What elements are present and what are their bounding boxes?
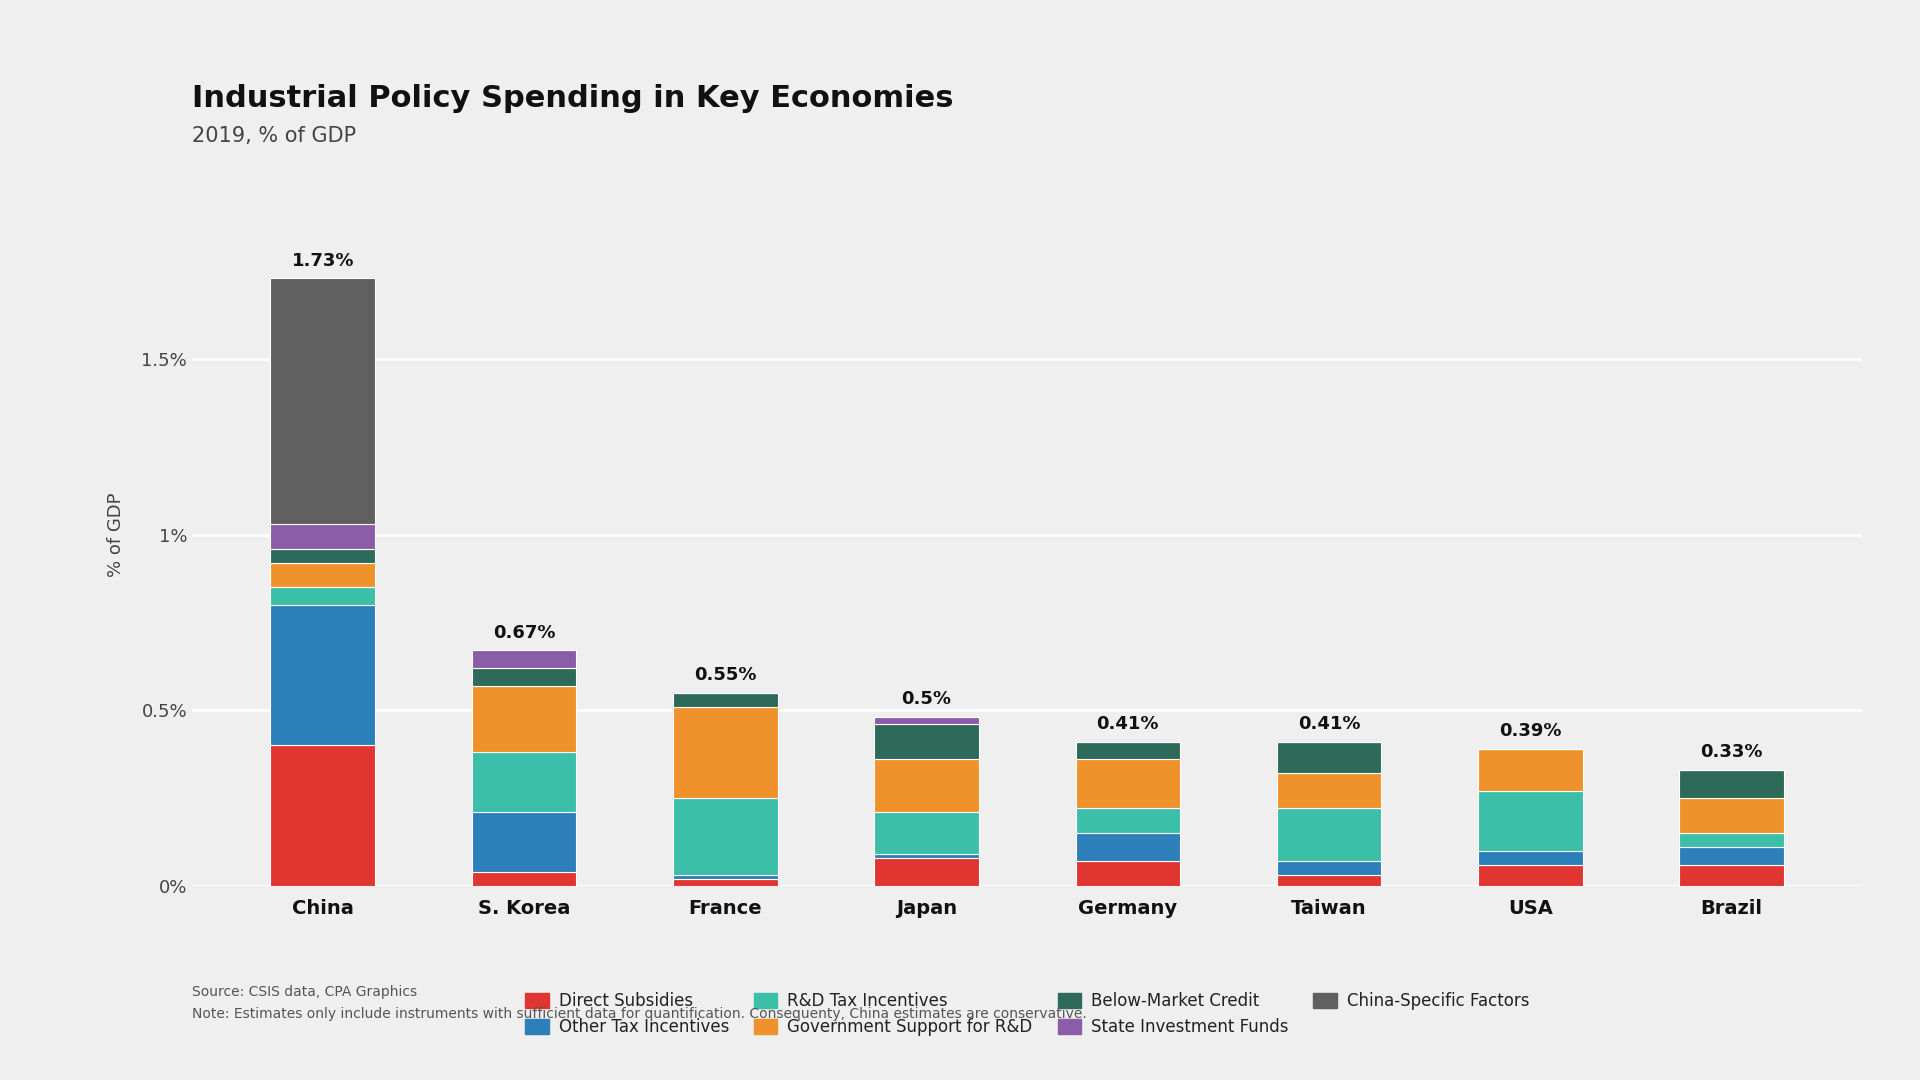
- Bar: [1277, 875, 1380, 886]
- Bar: [674, 706, 778, 798]
- Bar: [1680, 847, 1784, 864]
- Bar: [472, 812, 576, 872]
- Bar: [1680, 798, 1784, 833]
- Bar: [1478, 791, 1582, 851]
- Bar: [1075, 833, 1181, 861]
- Bar: [271, 279, 374, 524]
- Bar: [1075, 759, 1181, 808]
- Bar: [1680, 864, 1784, 886]
- Text: Note: Estimates only include instruments with sufficient data for quantification: Note: Estimates only include instruments…: [192, 1007, 1087, 1021]
- Text: 0.41%: 0.41%: [1096, 715, 1160, 733]
- Bar: [472, 650, 576, 667]
- Bar: [1680, 833, 1784, 847]
- Bar: [1075, 742, 1181, 759]
- Bar: [1277, 773, 1380, 808]
- Bar: [674, 875, 778, 879]
- Text: 0.33%: 0.33%: [1701, 743, 1763, 761]
- Bar: [472, 686, 576, 752]
- Bar: [1478, 748, 1582, 791]
- Bar: [271, 605, 374, 745]
- Bar: [674, 879, 778, 886]
- Y-axis label: % of GDP: % of GDP: [108, 492, 125, 577]
- Text: 0.67%: 0.67%: [493, 623, 555, 642]
- Bar: [271, 563, 374, 588]
- Bar: [674, 692, 778, 706]
- Text: 0.55%: 0.55%: [693, 665, 756, 684]
- Text: Industrial Policy Spending in Key Economies: Industrial Policy Spending in Key Econom…: [192, 84, 954, 113]
- Text: 1.73%: 1.73%: [292, 252, 353, 270]
- Bar: [271, 745, 374, 886]
- Text: 0.5%: 0.5%: [902, 690, 952, 708]
- Bar: [271, 549, 374, 563]
- Legend: Direct Subsidies, Other Tax Incentives, R&D Tax Incentives, Government Support f: Direct Subsidies, Other Tax Incentives, …: [518, 985, 1536, 1043]
- Bar: [874, 854, 979, 858]
- Bar: [271, 524, 374, 549]
- Bar: [1277, 742, 1380, 773]
- Bar: [674, 798, 778, 875]
- Bar: [1075, 861, 1181, 886]
- Bar: [271, 588, 374, 605]
- Bar: [874, 812, 979, 854]
- Bar: [1075, 808, 1181, 833]
- Bar: [1277, 861, 1380, 875]
- Bar: [472, 667, 576, 686]
- Bar: [874, 759, 979, 812]
- Bar: [472, 872, 576, 886]
- Text: 0.39%: 0.39%: [1500, 721, 1561, 740]
- Bar: [874, 717, 979, 724]
- Bar: [874, 724, 979, 759]
- Bar: [1478, 851, 1582, 864]
- Bar: [1680, 770, 1784, 798]
- Text: 2019, % of GDP: 2019, % of GDP: [192, 125, 355, 146]
- Text: Source: CSIS data, CPA Graphics: Source: CSIS data, CPA Graphics: [192, 985, 417, 999]
- Bar: [874, 858, 979, 886]
- Bar: [1277, 808, 1380, 861]
- Bar: [1478, 864, 1582, 886]
- Text: 0.41%: 0.41%: [1298, 715, 1361, 733]
- Bar: [472, 752, 576, 812]
